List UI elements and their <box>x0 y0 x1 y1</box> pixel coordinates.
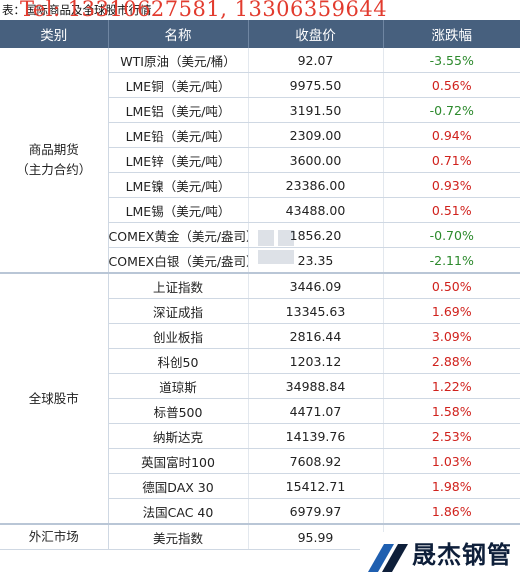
price-cell: 7608.92 <box>248 448 384 474</box>
price-cell: 6979.97 <box>248 498 384 525</box>
price-cell: 23386.00 <box>248 172 384 198</box>
name-cell: 英国富时100 <box>108 448 249 474</box>
name-cell: 法国CAC 40 <box>108 498 249 525</box>
price-cell: 2309.00 <box>248 122 384 148</box>
name-cell: LME锌（美元/吨） <box>108 147 249 173</box>
name-cell: 创业板指 <box>108 323 249 349</box>
change-cell: 1.22% <box>383 373 520 399</box>
table-row: 纳斯达克 14139.76 2.53% <box>0 423 520 449</box>
change-cell: -0.70% <box>383 222 520 248</box>
change-cell: 0.56% <box>383 72 520 98</box>
table-row: 创业板指 2816.44 3.09% <box>0 323 520 349</box>
price-cell: 2816.44 <box>248 323 384 349</box>
table-row: 英国富时100 7608.92 1.03% <box>0 448 520 474</box>
price-cell: 15412.71 <box>248 473 384 499</box>
price-cell: 92.07 <box>248 48 384 73</box>
logo-text: 晟杰钢管 <box>412 541 512 569</box>
price-cell: 3600.00 <box>248 147 384 173</box>
company-logo: 晟杰钢管 <box>360 532 520 580</box>
name-cell: 道琼斯 <box>108 373 249 399</box>
name-cell: 美元指数 <box>108 524 249 550</box>
phone-overlay-text: Tel: 13310627581, 13306359644 <box>20 0 388 20</box>
name-cell: LME锡（美元/吨） <box>108 197 249 223</box>
table-row: COMEX黄金（美元/盎司） 1856.20 -0.70% <box>0 222 520 248</box>
change-cell: 0.71% <box>383 147 520 173</box>
name-cell: 深证成指 <box>108 298 249 324</box>
change-cell: 1.03% <box>383 448 520 474</box>
table-row: 外汇市场 美元指数 95.99 <box>0 524 520 550</box>
change-cell: -0.72% <box>383 97 520 123</box>
name-cell: 德国DAX 30 <box>108 473 249 499</box>
category-cell: 商品期货 （主力合约） <box>0 48 109 274</box>
change-cell: 1.69% <box>383 298 520 324</box>
change-cell: 0.51% <box>383 197 520 223</box>
name-cell: COMEX黄金（美元/盎司） <box>108 222 249 248</box>
table-row: 深证成指 13345.63 1.69% <box>0 298 520 324</box>
change-cell: 2.53% <box>383 423 520 449</box>
table-row: COMEX白银（美元/盎司） 23.35 -2.11% <box>0 247 520 274</box>
table-row: LME锌（美元/吨） 3600.00 0.71% <box>0 147 520 173</box>
table-row: 科创50 1203.12 2.88% <box>0 348 520 374</box>
header-change: 涨跌幅 <box>383 20 520 48</box>
name-cell: LME镍（美元/吨） <box>108 172 249 198</box>
header-name: 名称 <box>108 20 249 48</box>
table-caption: 表：国际商品及全球股市行情 Tel: 13310627581, 13306359… <box>2 0 520 20</box>
header-row: 类别 名称 收盘价 涨跌幅 <box>0 20 520 48</box>
price-cell: 3446.09 <box>248 273 384 299</box>
change-cell: 1.98% <box>383 473 520 499</box>
caption-text: 表：国际商品及全球股市行情 <box>2 3 152 17</box>
price-cell: 3191.50 <box>248 97 384 123</box>
price-cell: 13345.63 <box>248 298 384 324</box>
change-cell: -3.55% <box>383 48 520 73</box>
name-cell: WTI原油（美元/桶） <box>108 48 249 73</box>
change-cell: -2.11% <box>383 247 520 274</box>
price-cell: 34988.84 <box>248 373 384 399</box>
name-cell: 标普500 <box>108 398 249 424</box>
table-row: 德国DAX 30 15412.71 1.98% <box>0 473 520 499</box>
table-row: 道琼斯 34988.84 1.22% <box>0 373 520 399</box>
price-cell: 9975.50 <box>248 72 384 98</box>
name-cell: COMEX白银（美元/盎司） <box>108 247 249 274</box>
change-cell: 0.93% <box>383 172 520 198</box>
name-cell: 科创50 <box>108 348 249 374</box>
header-category: 类别 <box>0 20 109 48</box>
table-row: LME铅（美元/吨） 2309.00 0.94% <box>0 122 520 148</box>
table-row: LME锡（美元/吨） 43488.00 0.51% <box>0 197 520 223</box>
table-row: LME镍（美元/吨） 23386.00 0.93% <box>0 172 520 198</box>
price-cell: 14139.76 <box>248 423 384 449</box>
name-cell: LME铜（美元/吨） <box>108 72 249 98</box>
price-cell: 4471.07 <box>248 398 384 424</box>
price-cell: 1203.12 <box>248 348 384 374</box>
table-body: 商品期货 （主力合约） WTI原油（美元/桶） 92.07 -3.55% LME铜（美元… <box>0 48 520 550</box>
table-row: 法国CAC 40 6979.97 1.86% <box>0 498 520 525</box>
market-table: 类别 名称 收盘价 涨跌幅 商品期货 （主力合约） WTI原油（美元/桶） 92.0… <box>0 20 520 550</box>
price-cell: 23.35 <box>248 247 384 274</box>
table-row: 商品期货 （主力合约） WTI原油（美元/桶） 92.07 -3.55% <box>0 48 520 274</box>
name-cell: 纳斯达克 <box>108 423 249 449</box>
price-cell: 43488.00 <box>248 197 384 223</box>
table-row: LME铜（美元/吨） 9975.50 0.56% <box>0 72 520 98</box>
change-cell: 3.09% <box>383 323 520 349</box>
table-row: LME铝（美元/吨） 3191.50 -0.72% <box>0 97 520 123</box>
change-cell: 1.58% <box>383 398 520 424</box>
change-cell: 1.86% <box>383 498 520 525</box>
change-cell: 0.94% <box>383 122 520 148</box>
name-cell: LME铝（美元/吨） <box>108 97 249 123</box>
header-price: 收盘价 <box>248 20 384 48</box>
name-cell: LME铅（美元/吨） <box>108 122 249 148</box>
table-row: 标普500 4471.07 1.58% <box>0 398 520 424</box>
table-row: 全球股市 上证指数 3446.09 0.50% <box>0 273 520 525</box>
category-cell: 外汇市场 <box>0 524 109 550</box>
name-cell: 上证指数 <box>108 273 249 299</box>
logo-mark-icon <box>368 544 408 572</box>
change-cell: 0.50% <box>383 273 520 299</box>
change-cell: 2.88% <box>383 348 520 374</box>
category-cell: 全球股市 <box>0 273 109 525</box>
price-cell: 1856.20 <box>248 222 384 248</box>
